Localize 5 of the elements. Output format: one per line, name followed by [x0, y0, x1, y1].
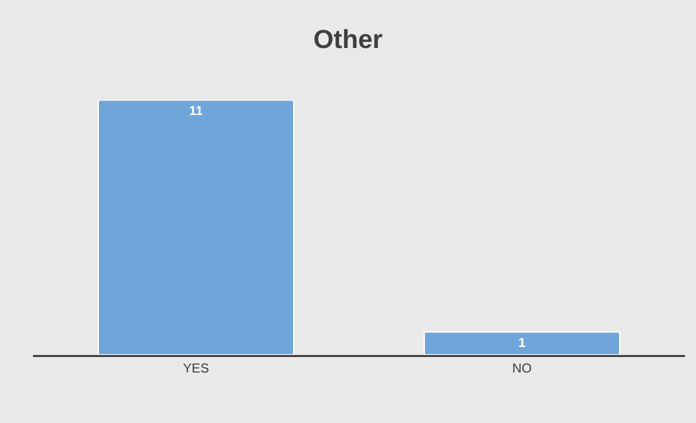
data-label: 1	[518, 334, 526, 350]
chart-title: Other	[313, 24, 383, 54]
x-tick-label: NO	[512, 360, 532, 376]
x-tick-label: YES	[182, 360, 210, 376]
data-label: 11	[189, 103, 203, 118]
